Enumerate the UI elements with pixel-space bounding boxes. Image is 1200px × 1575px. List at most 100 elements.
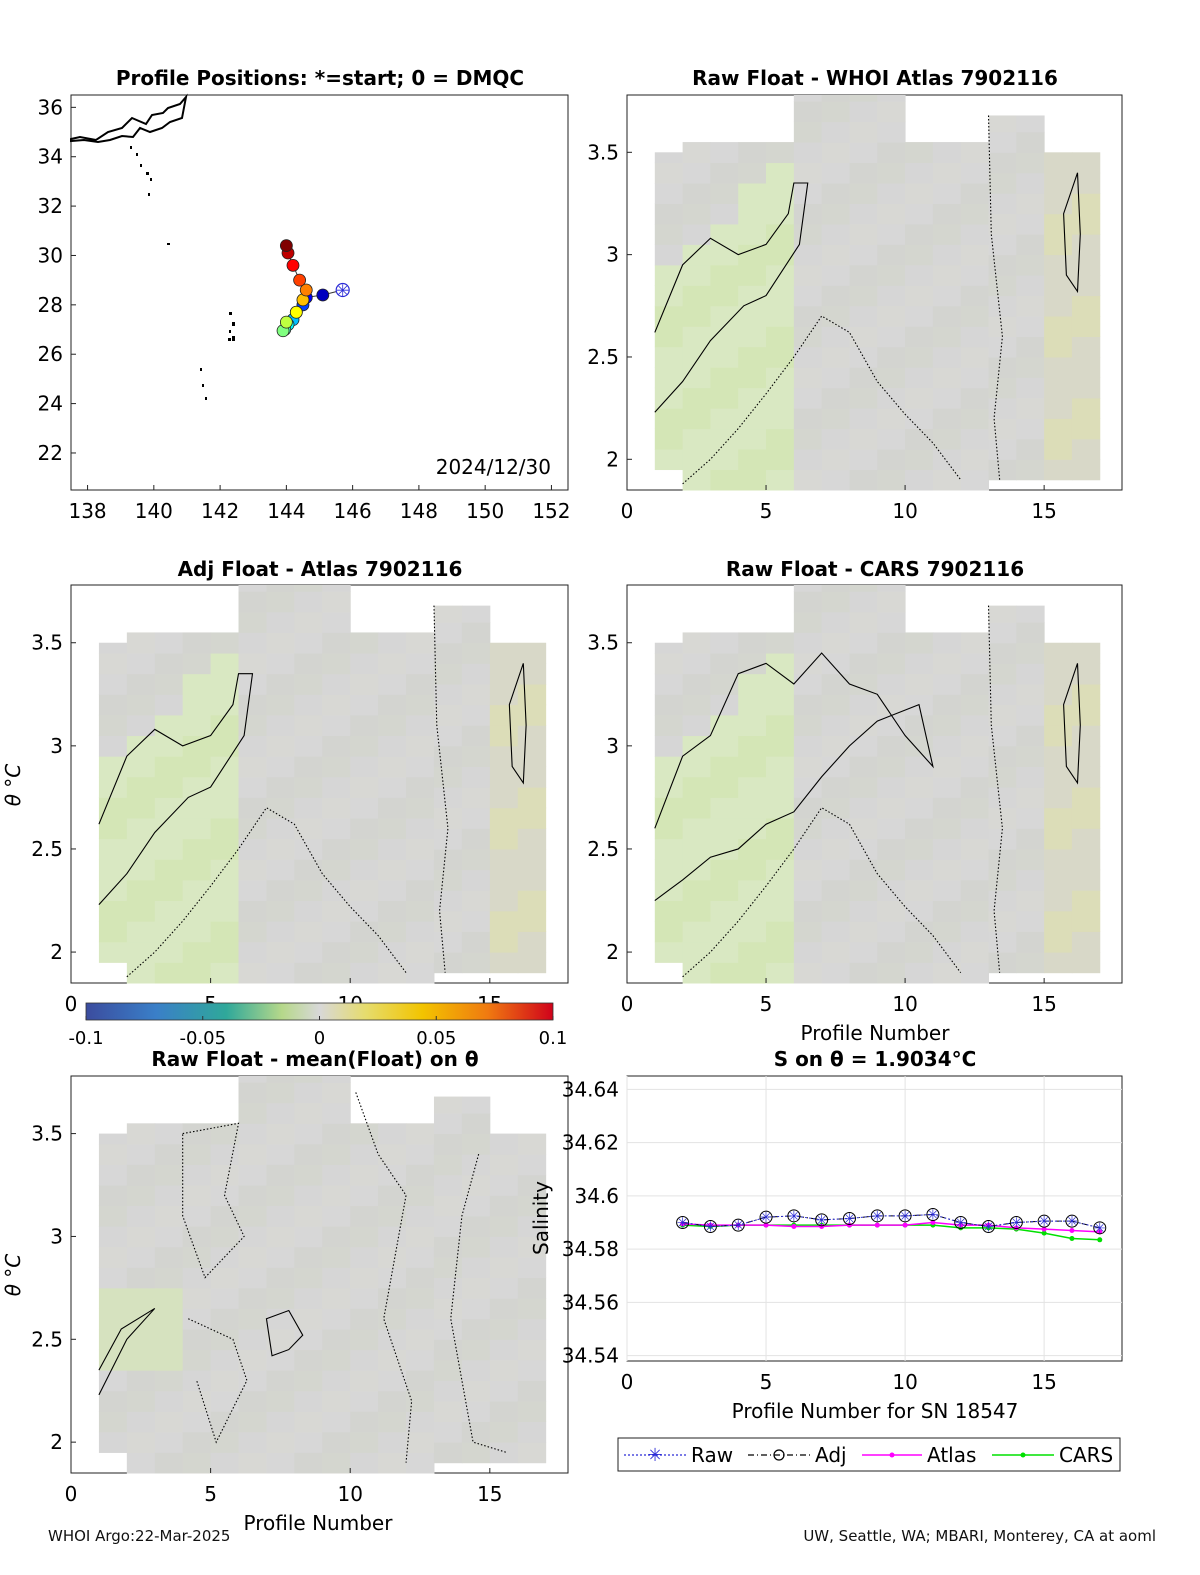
heatmap-cell xyxy=(793,653,823,675)
heatmap-cell xyxy=(821,244,850,266)
heatmap-cell xyxy=(322,756,351,778)
adj-atlas-panel: Adj Float - Atlas 7902116 θ °C 05101522.… xyxy=(1,557,569,1016)
heatmap-cell xyxy=(738,838,767,860)
heatmap-cell xyxy=(1016,418,1045,440)
heatmap-cell xyxy=(406,1411,435,1433)
heatmap-cell xyxy=(322,1329,351,1351)
heatmap-cell xyxy=(489,1442,519,1464)
heatmap-cell xyxy=(821,285,850,307)
heatmap-cell xyxy=(682,203,711,225)
heatmap-cell xyxy=(266,1226,295,1248)
colorbar-tick-labels: -0.1 -0.05 0 0.05 0.1 xyxy=(68,1016,567,1049)
heatmap-cell xyxy=(932,408,962,430)
heatmap-cell xyxy=(378,1205,407,1227)
heatmap-cell xyxy=(821,776,850,798)
heatmap-cell xyxy=(517,1359,547,1381)
heatmap-cell xyxy=(182,879,212,902)
heatmap-cell xyxy=(738,776,767,798)
heatmap-cell xyxy=(877,285,906,307)
heatmap-x-tick-label: 0 xyxy=(65,1482,78,1506)
heatmap-cell xyxy=(238,756,267,778)
heatmap-cell xyxy=(821,591,850,613)
heatmap-cell xyxy=(988,605,1017,623)
heatmap-cell xyxy=(294,1226,323,1248)
heatmap-cell xyxy=(266,1143,295,1165)
heatmap-cell xyxy=(793,223,823,245)
raw-cars-panel: Raw Float - CARS 7902116 Profile Number … xyxy=(587,557,1123,1045)
heatmap-cell xyxy=(793,449,823,471)
heatmap-cell xyxy=(294,1452,323,1474)
heatmap-cell xyxy=(849,162,878,184)
heatmap-cell xyxy=(905,162,934,184)
heatmap-cell xyxy=(932,244,962,266)
heatmap-cell xyxy=(350,756,379,778)
heatmap-cell xyxy=(406,735,435,757)
heatmap-x-tick-label: 15 xyxy=(1031,499,1056,523)
heatmap-cell xyxy=(461,605,491,623)
contour-dotted xyxy=(188,1318,248,1444)
heatmap-cell xyxy=(821,818,850,840)
salinity-point-raw: ✳ xyxy=(732,1218,744,1234)
heatmap-cell xyxy=(793,776,823,798)
heatmap-cell xyxy=(932,776,962,798)
heatmap-cell xyxy=(710,142,739,164)
heatmap-cell xyxy=(932,653,962,675)
heatmap-cell xyxy=(350,1308,379,1330)
heatmap-cell xyxy=(738,264,767,286)
heatmap-cell xyxy=(238,818,267,840)
heatmap-cell xyxy=(517,1401,547,1423)
heatmap-cell xyxy=(126,941,156,963)
heatmap-cell xyxy=(433,1359,463,1381)
heatmap-cell xyxy=(126,859,156,881)
heatmap-cell xyxy=(266,591,295,613)
heatmap-cell xyxy=(710,244,739,266)
heatmap-cell xyxy=(154,921,184,943)
heatmap-cell xyxy=(1016,807,1045,829)
heatmap-cell xyxy=(877,408,906,430)
heatmap-cell xyxy=(182,756,212,778)
heatmap-cell xyxy=(322,962,351,984)
salinity-point-adj xyxy=(898,1209,912,1223)
map-title: Profile Positions: *=start; 0 = DMQC xyxy=(116,66,524,90)
heatmap-cell xyxy=(766,428,795,450)
heatmap-cell xyxy=(1071,869,1101,891)
salinity-point-cars xyxy=(1041,1230,1047,1236)
heatmap-cell xyxy=(266,1185,295,1207)
heatmap-cell xyxy=(821,162,850,184)
contour-solid xyxy=(1063,663,1081,785)
heatmap-cell xyxy=(821,469,850,491)
heatmap-cell xyxy=(1071,295,1101,317)
heatmap-cell xyxy=(461,766,491,788)
heatmap-cell xyxy=(406,673,435,695)
heatmap-cell xyxy=(266,879,295,902)
heatmap-cell xyxy=(406,714,435,737)
heatmap-cell xyxy=(182,1370,212,1392)
heatmap-cell xyxy=(988,745,1017,767)
heatmap-cell xyxy=(821,408,850,430)
heatmap-cell xyxy=(988,397,1017,419)
heatmap-cell xyxy=(238,1143,267,1165)
heatmap-cell xyxy=(182,694,212,716)
heatmap-y-tick-label: 3.5 xyxy=(31,1122,63,1146)
heatmap-cell xyxy=(322,1102,351,1124)
heatmap-cell xyxy=(126,1349,156,1371)
heatmap-cell xyxy=(210,1143,240,1165)
heatmap-cell xyxy=(738,879,767,902)
heatmap-cell xyxy=(960,714,990,737)
heatmap-cell xyxy=(378,1246,407,1268)
heatmap-cell xyxy=(849,632,878,654)
heatmap-cell xyxy=(517,890,547,912)
heatmap-cell xyxy=(294,797,323,819)
heatmap-cell xyxy=(905,962,934,984)
heatmap-cell xyxy=(294,1076,323,1083)
heatmap-cell xyxy=(433,642,463,664)
heatmap-cell xyxy=(849,818,878,840)
heatmap-cell xyxy=(1016,152,1045,174)
heatmap-cell xyxy=(98,1164,128,1186)
heatmap-cell xyxy=(98,642,128,654)
heatmap-cell xyxy=(406,1287,435,1309)
heatmap-cell xyxy=(350,1431,379,1453)
heatmap-cell xyxy=(154,1349,184,1371)
heatmap-cell xyxy=(710,305,739,327)
heatmap-cell xyxy=(322,1349,351,1371)
